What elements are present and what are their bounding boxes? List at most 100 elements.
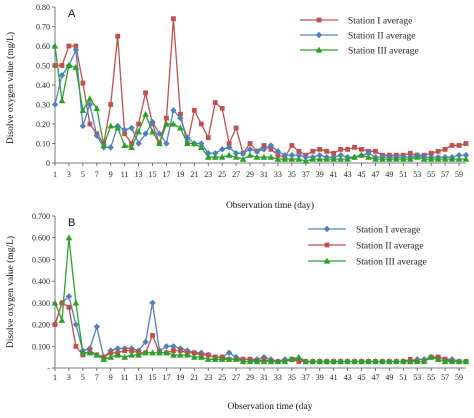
panel-a-y-tick-label: 0.30 [36,101,50,110]
panel-b-x-tick-label: 17 [162,373,170,382]
panel-a-data-point-station-i-average [456,143,462,148]
panel-a-x-tick-label: 19 [176,170,184,179]
panel-a-data-point-station-iii-average [65,62,73,69]
panel-b-data-point-station-iii-average [379,358,386,365]
panel-a-data-point-station-ii-average [239,150,247,157]
panel-b-data-point-station-iii-average [462,358,470,365]
panel-b-data-point-station-i-average [225,349,233,356]
panel-a-data-point-station-i-average [338,146,344,152]
panel-a-data-point-station-i-average [177,111,183,117]
panel-b-data-point-station-iii-average [58,316,66,323]
panel-a-data-point-station-iii-average [163,120,170,127]
panel-b-x-tick-label: 47 [371,373,379,382]
panel-a-x-tick-label: 17 [162,170,170,179]
panel-b-x-tick-label: 45 [358,373,366,382]
panel-b-data-point-station-iii-average [448,358,456,365]
panel-a-data-point-station-i-average [449,143,455,148]
panel-a-data-point-station-i-average [289,143,295,148]
panel-a-data-point-station-iii-average [170,120,177,127]
panel-a-data-point-station-iii-average [142,110,149,117]
panel-b-data-point-station-iii-average [149,349,156,356]
panel-b-data-point-station-iii-average [393,358,400,365]
panel-a-data-point-station-iii-average [114,124,121,131]
panel-b-data-point-station-iii-average [197,353,205,360]
panel-b-data-point-station-iii-average [295,353,303,360]
panel-a-data-point-station-ii-average [274,148,282,155]
panel-a-x-tick-label: 15 [149,170,157,179]
panel-a-data-point-station-iii-average [72,64,80,71]
panel-b-data-point-station-iii-average [253,358,261,365]
panel-b-data-point-station-iii-average [413,358,421,365]
panel-b-x-tick-label: 23 [204,373,212,382]
panel-b-data-point-station-ii-average [122,348,128,354]
panel-b-data-point-station-iii-average [316,358,324,365]
panel-a-label: A [68,8,76,20]
panel-a-data-point-station-i-average [122,131,128,137]
panel-b-data-point-station-iii-average [351,358,358,365]
panel-a-data-point-station-iii-average [344,155,351,162]
panel-a-x-tick-label: 39 [316,170,324,179]
panel-a-data-point-station-ii-average [455,152,463,159]
panel-b-data-point-station-i-average [114,345,121,352]
panel-a-y-tick-label: 0.80 [36,3,50,12]
panel-b-x-tick-label: 7 [95,373,99,382]
panel-b-data-point-station-ii-average [129,348,135,354]
panel-a-data-point-station-ii-average [51,101,59,108]
panel-a-data-point-station-iii-average [330,155,337,162]
panel-b-legend-marker [323,257,331,264]
panel-a-x-tick-label: 53 [413,170,421,179]
panel-b-data-point-station-iii-average [177,351,184,358]
panel-a-data-point-station-i-average [331,150,337,156]
panel-a-data-point-station-iii-average [351,153,358,160]
panel-a-data-point-station-i-average [345,146,350,152]
panel-b-data-point-station-iii-average [135,351,142,358]
panel-b-data-point-station-iii-average [281,358,289,365]
panel-b-data-point-station-ii-average [171,348,176,354]
panel-a-x-tick-label: 41 [330,170,338,179]
panel-a-data-point-station-ii-average [79,122,87,130]
panel-b-data-point-station-iii-average [337,358,344,365]
panel-b-data-point-station-iii-average [156,349,163,356]
panel-b-legend-label: Station II average [356,242,424,252]
panel-a-data-point-station-iii-average [107,122,115,129]
panel-a-y-tick-label: 0 [46,159,50,168]
panel-a-data-point-station-i-average [463,141,469,146]
panel-b-data-point-station-iii-average [427,353,435,360]
panel-b-legend-item: Station I average [308,226,420,236]
panel-a-data-point-station-ii-average [142,130,149,137]
panel-a-data-point-station-iii-average [211,153,219,160]
panel-b-data-point-station-ii-average [177,348,183,354]
panel-a-x-tick-label: 35 [288,170,296,179]
panel-b-data-point-station-iii-average [204,355,212,362]
panel-a-y-tick-label: 0.60 [36,42,50,51]
panel-a-plot: 00.100.200.300.400.500.600.700.801 3 5 7 9 11… [36,3,470,179]
panel-b-data-point-station-iii-average [330,358,337,365]
panel-a-data-point-station-iii-average [462,155,470,162]
panel-b-label: B [68,217,75,229]
panel-a-data-point-station-iii-average [379,155,386,162]
panel-a-data-point-station-i-average [359,146,364,152]
panel-b-data-point-station-iii-average [163,349,170,356]
panel-b-data-point-station-iii-average [79,349,87,356]
panel-a-data-point-station-iii-average [413,153,421,160]
panel-b-x-tick-label: 19 [176,373,184,382]
panel-a-x-tick-label: 33 [274,170,282,179]
panel-b-y-tick-label: 0.500 [32,255,50,264]
panel-b-data-point-station-ii-average [296,359,302,364]
panel-a-x-tick-label: 49 [385,170,393,179]
panel-b-data-point-station-iii-average [211,355,219,362]
panel-a-data-point-station-ii-average [135,140,142,147]
panel-b-y-tick-label: 0.200 [32,321,50,330]
panel-b-legend-label: Station I average [356,226,420,236]
panel-a-data-point-station-iii-average [184,140,191,147]
panel-a-data-point-station-ii-average [218,146,226,153]
panel-a-data-point-station-i-average [296,148,302,154]
panel-b-y-tick-label: 0.700 [32,212,50,221]
panel-a-data-point-station-i-average [442,146,448,152]
panel-a-legend-marker [316,17,322,23]
panel-b-data-point-station-iii-average [302,358,310,365]
panel-a-data-point-station-i-average [247,141,253,146]
panel-a-data-point-station-iii-average [232,153,240,160]
panel-b-x-tick-label: 35 [288,373,296,382]
